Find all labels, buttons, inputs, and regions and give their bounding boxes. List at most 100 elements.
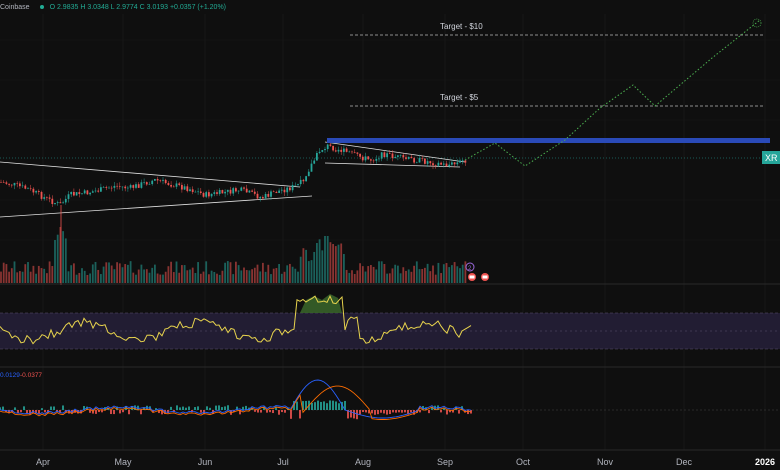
volume-bar bbox=[361, 266, 364, 283]
macd-hist-bar bbox=[185, 407, 187, 410]
candle-body bbox=[432, 163, 434, 166]
macd-hist-bar bbox=[440, 410, 442, 413]
candle-body bbox=[340, 149, 343, 152]
candle-body bbox=[418, 158, 421, 163]
macd-hist-bar bbox=[350, 410, 352, 418]
macd-pane[interactable]: 0.0129 -0.0377 bbox=[0, 372, 780, 420]
candle-body bbox=[189, 189, 191, 192]
macd-hist-bar bbox=[98, 410, 100, 413]
volume-bar bbox=[302, 248, 305, 283]
resistance-zone[interactable] bbox=[327, 138, 770, 143]
volume-bar bbox=[194, 273, 197, 283]
macd-hist-bar bbox=[221, 407, 223, 410]
macd-hist-bar bbox=[59, 410, 61, 413]
flag-upper-line[interactable] bbox=[324, 141, 466, 163]
candle-body bbox=[81, 193, 83, 194]
macd-hist-bar bbox=[272, 410, 274, 414]
candle-body bbox=[235, 188, 237, 192]
rsi-pane[interactable] bbox=[0, 294, 780, 350]
candle-body bbox=[415, 162, 418, 164]
macd-hist-bar bbox=[5, 410, 7, 413]
macd-hist-bar bbox=[110, 410, 112, 415]
candle-body bbox=[21, 185, 24, 187]
target-10-label: Target - $10 bbox=[440, 22, 483, 31]
flag-lower-line[interactable] bbox=[324, 162, 461, 168]
exchange-label: Coinbase bbox=[0, 3, 30, 11]
volume-bar bbox=[19, 271, 21, 283]
macd-hist-bar bbox=[236, 406, 238, 410]
macd-hist-bar bbox=[44, 410, 46, 413]
volume-bar bbox=[229, 262, 232, 283]
candle-body bbox=[151, 180, 154, 185]
volume-bar bbox=[262, 262, 264, 283]
volume-bar bbox=[186, 270, 189, 283]
candle-body bbox=[326, 144, 329, 150]
volume-bar bbox=[326, 236, 329, 283]
volume-bar bbox=[178, 272, 181, 283]
volume-bar bbox=[432, 265, 434, 283]
triangle-upper-line[interactable] bbox=[0, 161, 301, 188]
candle-body bbox=[51, 198, 54, 204]
volume-bar bbox=[256, 264, 259, 283]
candle-body bbox=[116, 185, 118, 187]
macd-hist-bar bbox=[80, 410, 82, 414]
candle-body bbox=[86, 190, 89, 195]
macd-hist-bar bbox=[200, 410, 202, 413]
macd-hist-bar bbox=[404, 410, 406, 413]
candle-body bbox=[386, 153, 388, 158]
candle-body bbox=[221, 190, 224, 194]
volume-bar bbox=[162, 274, 164, 283]
candle-body bbox=[421, 158, 424, 159]
candle-body bbox=[199, 191, 202, 194]
candle-body bbox=[459, 160, 461, 163]
macd-hist-bar bbox=[368, 410, 370, 414]
volume-bar bbox=[102, 266, 105, 283]
candle-body bbox=[280, 189, 283, 191]
candle-body bbox=[229, 189, 232, 194]
volume-bar bbox=[224, 262, 226, 283]
volume-bar bbox=[191, 267, 194, 283]
projection-endpoint[interactable] bbox=[752, 18, 762, 28]
volume-bar bbox=[2, 262, 5, 283]
candle-body bbox=[13, 182, 16, 186]
macd-hist-bar bbox=[449, 410, 451, 413]
volume-bar bbox=[237, 265, 240, 283]
projection-path[interactable] bbox=[464, 19, 761, 167]
macd-hist-bar bbox=[329, 400, 331, 410]
volume-bar bbox=[289, 263, 291, 283]
macd-hist-bar bbox=[326, 403, 328, 410]
candle-body bbox=[442, 163, 445, 165]
price-pane[interactable]: Target - $10 Target - $5 XR 2 bbox=[0, 18, 780, 285]
volume-bar bbox=[0, 271, 2, 283]
candle-body bbox=[332, 145, 334, 151]
volume-bar bbox=[334, 246, 337, 283]
candle-body bbox=[183, 186, 186, 190]
candle-body bbox=[43, 197, 46, 199]
volume-bar bbox=[329, 242, 332, 283]
macd-hist-bar bbox=[155, 408, 157, 410]
time-axis[interactable]: Apr May Jun Jul Aug Sep Oct Nov Dec 2026 bbox=[36, 457, 775, 467]
volume-bar bbox=[351, 270, 353, 283]
volume-bar bbox=[27, 262, 29, 283]
event-icon-1[interactable] bbox=[465, 262, 475, 272]
volume-bar bbox=[108, 262, 110, 283]
volume-bar bbox=[391, 268, 394, 283]
candle-body bbox=[5, 182, 8, 184]
candle-body bbox=[226, 189, 229, 192]
volume-bar bbox=[73, 263, 75, 283]
volume-bar bbox=[448, 267, 451, 283]
volume-bar bbox=[343, 254, 345, 283]
macd-hist-bar bbox=[158, 410, 160, 414]
macd-hist-bar bbox=[218, 405, 220, 410]
volume-bar bbox=[159, 274, 162, 283]
macd-hist-bar bbox=[188, 406, 190, 410]
candle-body bbox=[83, 190, 86, 194]
macd-hist-bar bbox=[470, 410, 472, 414]
volume-bar bbox=[154, 264, 156, 283]
candle-body bbox=[129, 185, 132, 188]
macd-hist-bar bbox=[35, 410, 37, 414]
volume-bar bbox=[137, 269, 140, 283]
candle-body bbox=[127, 187, 129, 189]
